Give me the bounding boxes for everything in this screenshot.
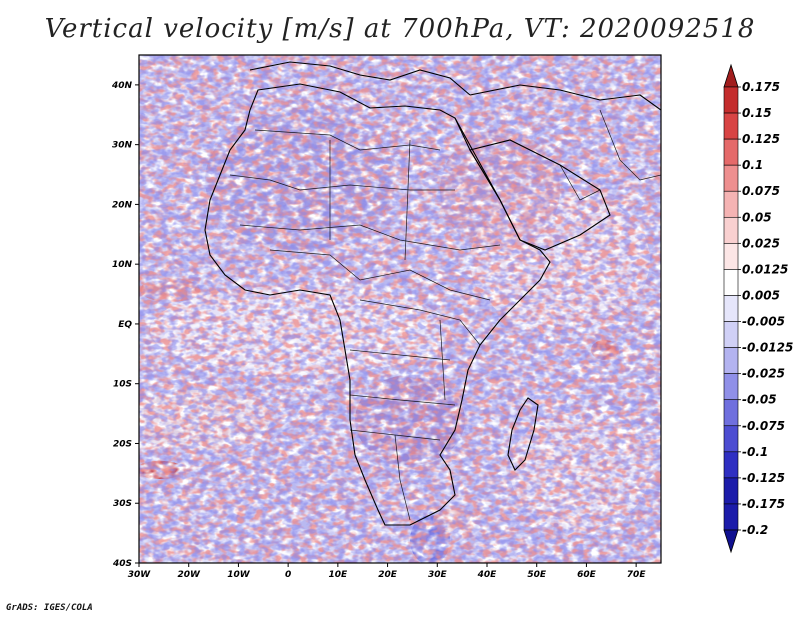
- colorbar-label: 0.1: [742, 158, 763, 172]
- colorbar-band: [723, 190, 739, 218]
- colorbar-label: 0.05: [742, 210, 772, 224]
- colorbar-band: [723, 451, 739, 479]
- colorbar-band: [723, 347, 739, 374]
- colorbar-label: 0.125: [742, 132, 780, 146]
- colorbar: 0.175 0.15 0.125 0.1 0.075 0.05 0.025 0.0125 0.0…: [723, 63, 793, 554]
- colorbar-label: -0.175: [742, 497, 785, 511]
- lat-tick-label: EQ: [118, 320, 132, 330]
- colorbar-band: [723, 269, 739, 296]
- colorbar-band: [723, 373, 739, 401]
- lon-tick-label: 10W: [227, 570, 251, 580]
- lon-tick-label: 50E: [527, 570, 547, 580]
- colorbar-label: 0.0125: [742, 262, 788, 276]
- lon-tick-label: 30W: [128, 570, 152, 580]
- colorbar-label: 0.005: [742, 288, 780, 302]
- colorbar-band: [723, 295, 739, 322]
- lat-tick-label: 40N: [111, 81, 133, 91]
- lon-tick-label: 0: [285, 570, 291, 580]
- lon-tick-label: 30E: [428, 570, 448, 580]
- longitude-axis: 30W 20W 10W 0 10E 20E 30E 40E 50E 60E 70E: [128, 563, 647, 580]
- colorbar-label: 0.025: [742, 236, 780, 250]
- colorbar-band: [723, 243, 739, 270]
- lat-tick-label: 40S: [112, 559, 132, 569]
- lat-tick-label: 20S: [113, 439, 132, 449]
- colorbar-band: [723, 399, 739, 427]
- latitude-axis: 40N 30N 20N 10N EQ 10S 20S 30S 40S: [111, 81, 139, 569]
- velocity-field: [139, 55, 661, 563]
- lat-tick-label: 30S: [113, 499, 132, 509]
- colorbar-label: 0.075: [742, 184, 780, 198]
- colorbar-band: [723, 138, 739, 166]
- colorbar-top-triangle: [723, 63, 739, 88]
- lon-tick-label: 60E: [577, 570, 597, 580]
- colorbar-label: -0.025: [742, 367, 785, 381]
- lon-tick-label: 20W: [177, 570, 201, 580]
- colorbar-band: [723, 477, 739, 505]
- country-borders: [229, 109, 661, 521]
- colorbar-label: -0.2: [742, 523, 768, 537]
- colorbar-band: [723, 425, 739, 453]
- colorbar-label: 0.15: [742, 106, 772, 120]
- grads-credit: GrADS: IGES/COLA: [6, 603, 93, 613]
- lon-tick-label: 40E: [477, 570, 498, 580]
- coastlines: [204, 61, 661, 526]
- colorbar-band: [723, 503, 739, 531]
- colorbar-band: [723, 112, 739, 140]
- colorbar-band: [723, 216, 739, 244]
- plot-frame: [138, 54, 662, 564]
- lat-tick-label: 10S: [113, 380, 132, 390]
- colorbar-bottom-triangle: [723, 529, 739, 554]
- map-title: Vertical velocity [m/s] at 700hPa, VT: 2…: [44, 14, 756, 44]
- colorbar-label: -0.075: [742, 419, 785, 433]
- lat-tick-label: 20N: [112, 200, 133, 210]
- colorbar-label: -0.005: [742, 315, 785, 329]
- lat-tick-label: 30N: [112, 141, 133, 151]
- colorbar-label: -0.125: [742, 471, 785, 485]
- colorbar-band: [723, 164, 739, 192]
- lon-tick-label: 20E: [378, 570, 398, 580]
- colorbar-label: -0.05: [742, 393, 777, 407]
- colorbar-band: [723, 321, 739, 348]
- lon-tick-label: 10E: [329, 570, 349, 580]
- colorbar-band: [723, 86, 739, 114]
- colorbar-label: -0.0125: [742, 341, 793, 355]
- colorbar-label: -0.1: [742, 445, 768, 459]
- lon-tick-label: 70E: [627, 570, 647, 580]
- colorbar-label: 0.175: [742, 80, 780, 94]
- lat-tick-label: 10N: [112, 260, 133, 270]
